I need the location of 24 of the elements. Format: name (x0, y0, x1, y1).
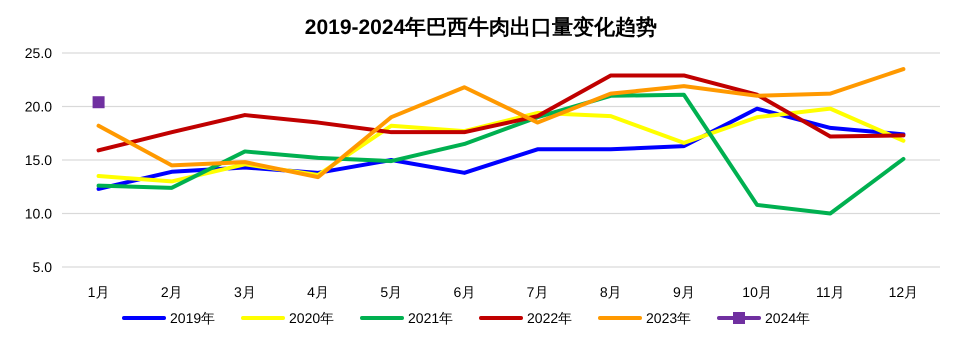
y-tick-label: 20.0 (24, 98, 52, 114)
x-tick-label: 11月 (816, 284, 845, 300)
x-tick-label: 8月 (600, 284, 622, 300)
legend-label: 2024年 (765, 310, 810, 326)
x-tick-label: 7月 (526, 284, 548, 300)
x-tick-label: 5月 (380, 284, 402, 300)
x-tick-label: 10月 (742, 284, 772, 300)
x-tick-label: 1月 (88, 284, 110, 300)
x-tick-label: 9月 (673, 284, 695, 300)
x-tick-label: 2月 (160, 284, 183, 300)
x-tick-label: 3月 (234, 284, 256, 300)
x-tick-label: 12月 (888, 284, 918, 300)
legend-label: 2019年 (170, 310, 216, 326)
x-tick-label: 4月 (307, 284, 329, 300)
chart-title: 2019-2024年巴西牛肉出口量变化趋势 (304, 15, 658, 39)
legend-label: 2022年 (527, 310, 572, 326)
legend-label: 2020年 (289, 310, 334, 326)
y-tick-label: 25.0 (24, 45, 52, 61)
legend-label: 2023年 (646, 310, 692, 326)
y-tick-label: 15.0 (24, 152, 52, 168)
y-tick-label: 5.0 (32, 259, 52, 275)
legend-label: 2021年 (408, 310, 454, 326)
y-tick-label: 10.0 (24, 206, 52, 222)
x-tick-label: 6月 (454, 284, 476, 300)
